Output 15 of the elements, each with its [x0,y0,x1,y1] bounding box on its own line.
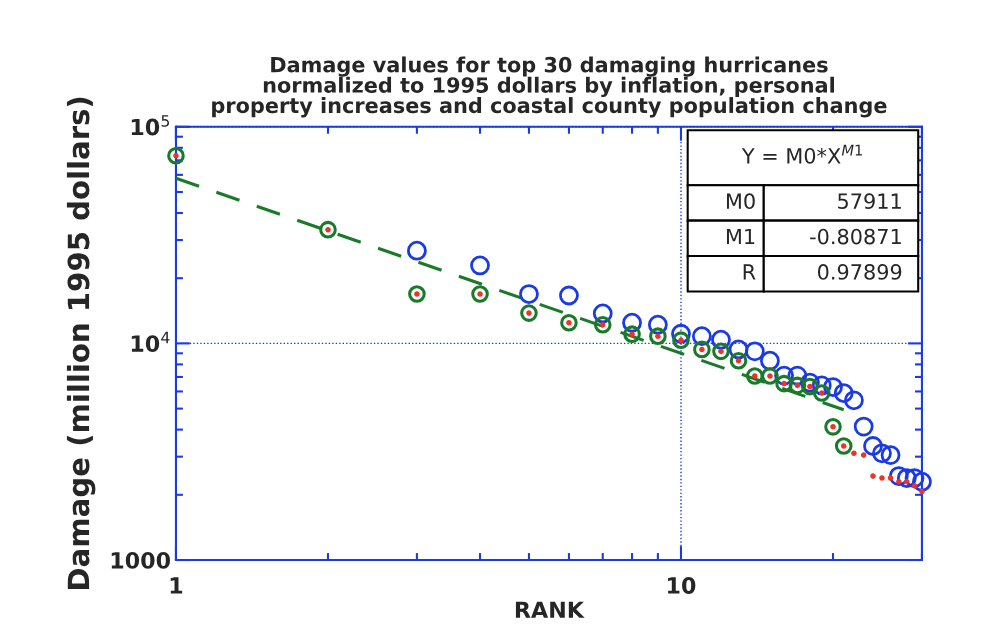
annotation: M1 [726,228,755,245]
x-tick-label: 1 [170,577,183,594]
annotation: -0.80871 [810,228,901,245]
annotation: Y = M0*X$^{M1}$ [741,144,862,164]
y-tick-label: 10$^{5}$ [131,115,169,136]
y-tick-label: 10$^{4}$ [131,331,170,353]
annotation: R [743,264,756,280]
annotation: M0 [726,193,755,210]
y-axis-title: Damage (million 1995 dollars) [66,97,96,589]
x-tick-label: 10 [668,577,696,594]
annotation: 57911 [838,193,901,210]
y-tick-label: 1000 [111,551,171,569]
x-axis-title: RANK [515,601,585,618]
annotation: 0.97899 [817,264,902,280]
chart-title: Damage values for top 30 damaging hurricanes normalized to 1995 dollars by inflation, personal property increases and coastal county population change [212,56,887,118]
